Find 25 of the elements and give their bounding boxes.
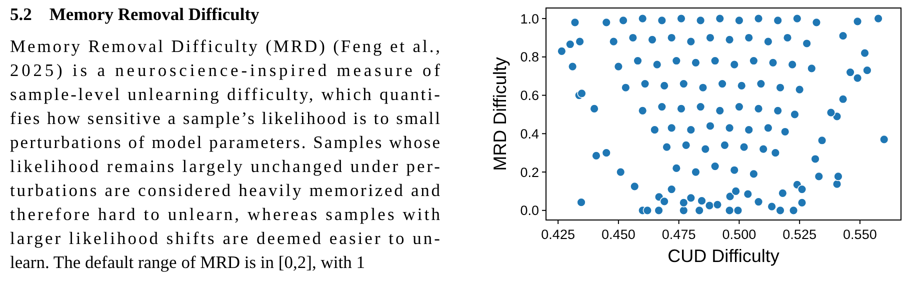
text: fies how sensitive a sample’s likelihood is to small	[10, 108, 440, 128]
x-tick-label: 0.550	[843, 227, 877, 242]
y-tick-label: 0.4	[520, 126, 540, 142]
y-tick-label: 0.6	[520, 88, 539, 104]
text: Memory Removal Difficulty (MRD) (Feng et al.,	[10, 36, 440, 56]
x-axis-title: CUD Difficulty	[668, 246, 780, 266]
text: turbations are considered heavily memorized and	[10, 180, 440, 200]
text: sample-level unlearning difficulty, which quanti-	[10, 84, 440, 104]
text: 5.2 Memory Removal Difficulty	[10, 4, 260, 24]
x-tick-label: 0.450	[602, 227, 636, 242]
x-tick-label: 0.525	[782, 227, 816, 242]
y-tick-label: 1.0	[520, 11, 539, 26]
text: larger likelihood shifts are deemed easier to un-	[10, 228, 440, 248]
text: likelihood remains largely unchanged under per-	[10, 156, 440, 176]
x-tick-label: 0.425	[541, 227, 575, 242]
x-tick-label: 0.500	[722, 227, 756, 242]
text: therefore hard to unlearn, whereas samples with	[10, 204, 440, 224]
text: learn. The default range of MRD is in [0,2], with 1	[10, 252, 365, 272]
y-tick-label: 0.8	[520, 50, 539, 65]
text: 2025) is a neuroscience-inspired measure of	[10, 60, 440, 80]
y-axis-title: MRD Difficulty	[490, 57, 510, 171]
x-tick-label: 0.475	[662, 227, 696, 242]
y-tick-label: 0.0	[520, 203, 539, 218]
text: perturbations of model parameters. Samples whose	[10, 132, 440, 152]
y-tick-label: 0.2	[520, 164, 539, 180]
